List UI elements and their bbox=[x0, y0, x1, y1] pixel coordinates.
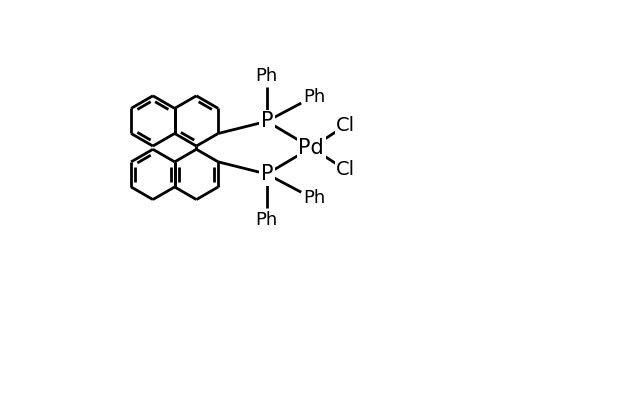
Text: Ph: Ph bbox=[255, 67, 278, 84]
Text: P: P bbox=[260, 111, 273, 131]
Text: Ph: Ph bbox=[255, 211, 278, 229]
Text: Ph: Ph bbox=[303, 189, 325, 207]
Text: P: P bbox=[260, 164, 273, 184]
Text: Pd: Pd bbox=[298, 137, 324, 157]
Text: Cl: Cl bbox=[336, 160, 355, 180]
Text: Cl: Cl bbox=[336, 116, 355, 135]
Text: Ph: Ph bbox=[303, 88, 325, 106]
